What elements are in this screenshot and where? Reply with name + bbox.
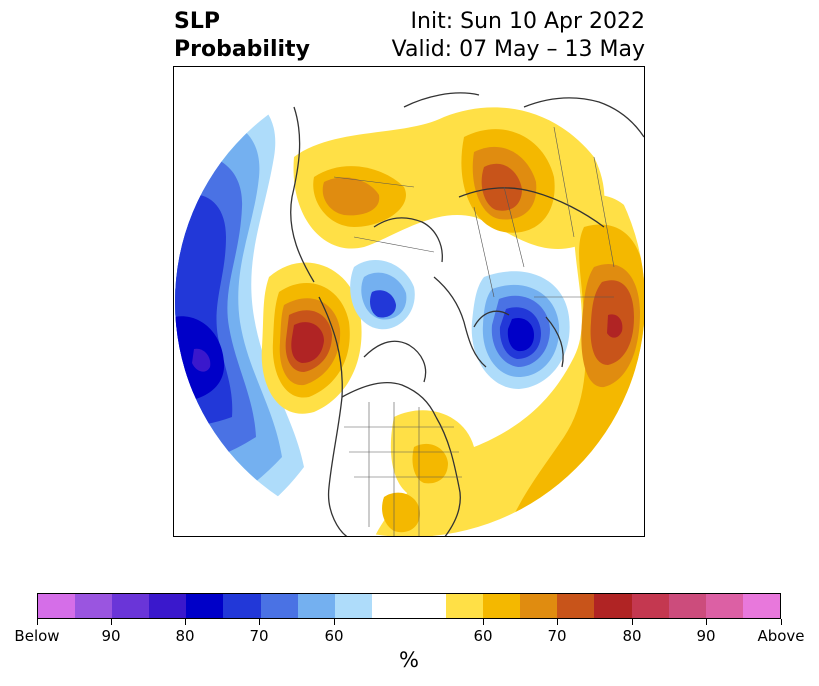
colorbar: [37, 593, 781, 619]
colorbar-swatch: [334, 594, 372, 618]
title-line-1: SLP: [174, 9, 220, 34]
colorbar-swatch: [742, 594, 780, 618]
colorbar-swatch: [446, 594, 484, 618]
colorbar-swatch: [75, 594, 113, 618]
colorbar-swatch: [631, 594, 669, 618]
colorbar-tick-label: 90: [101, 627, 121, 645]
colorbar-tick: [37, 619, 38, 625]
colorbar-swatch: [38, 594, 76, 618]
colorbar-tick-label: 80: [175, 627, 195, 645]
colorbar-tick: [483, 619, 484, 625]
colorbar-tick-label: 80: [622, 627, 642, 645]
colorbar-tick: [259, 619, 260, 625]
valid-range: Valid: 07 May – 13 May: [391, 37, 645, 62]
colorbar-tick-label: Below: [14, 627, 60, 645]
coastlines: [290, 92, 644, 536]
colorbar-tick-label: 70: [547, 627, 567, 645]
colorbar-swatch: [705, 594, 743, 618]
colorbar-tick: [706, 619, 707, 625]
colorbar-swatch: [520, 594, 558, 618]
colorbar-swatch: [149, 594, 187, 618]
title-line-2: Probability: [174, 37, 310, 62]
colorbar-tick: [557, 619, 558, 625]
colorbar-tick: [185, 619, 186, 625]
colorbar-tick: [781, 619, 782, 625]
map-panel: [173, 66, 645, 537]
colorbar-swatch: [297, 594, 335, 618]
colorbar-tick: [334, 619, 335, 625]
colorbar-swatch: [223, 594, 261, 618]
colorbar-tick: [632, 619, 633, 625]
colorbar-swatch: [557, 594, 595, 618]
colorbar-unit-label: %: [399, 648, 419, 672]
colorbar-swatch: [260, 594, 298, 618]
probability-map: [175, 67, 644, 536]
date-info: Init: Sun 10 Apr 2022 Valid: 07 May – 13…: [392, 8, 645, 64]
colorbar-swatch: [112, 594, 150, 618]
colorbar-swatch: [668, 594, 706, 618]
colorbar-tick-label: 70: [249, 627, 269, 645]
colorbar-swatch: [483, 594, 521, 618]
colorbar-tick-label: 60: [324, 627, 344, 645]
colorbar-tick-label: 90: [696, 627, 716, 645]
init-date: Init: Sun 10 Apr 2022: [410, 9, 645, 34]
colorbar-tick-label: 60: [473, 627, 493, 645]
colorbar-swatch: [186, 594, 224, 618]
chart-title: SLP Probability: [174, 8, 310, 64]
colorbar-tick: [111, 619, 112, 625]
colorbar-swatch: [594, 594, 632, 618]
colorbar-tick-label: Above: [757, 627, 805, 645]
colorbar-swatch: [371, 594, 447, 618]
political-borders: [333, 126, 615, 536]
